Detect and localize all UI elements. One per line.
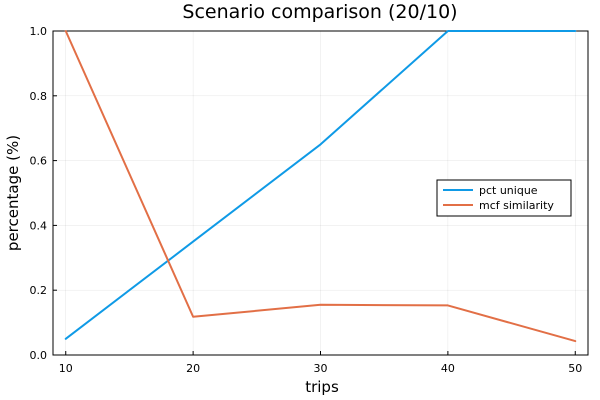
y-tick-label: 0.4 bbox=[30, 219, 48, 232]
x-tick-label: 40 bbox=[441, 362, 455, 375]
x-tick-label: 30 bbox=[314, 362, 328, 375]
x-axis-ticks: 10 20 30 40 50 bbox=[59, 351, 582, 375]
x-tick-label: 10 bbox=[59, 362, 73, 375]
legend-entry: pct unique bbox=[479, 184, 538, 197]
x-tick-label: 20 bbox=[186, 362, 200, 375]
y-tick-label: 0.8 bbox=[30, 90, 48, 103]
y-tick-label: 0.0 bbox=[30, 349, 48, 362]
y-tick-label: 0.6 bbox=[30, 155, 48, 168]
series bbox=[64, 30, 577, 343]
legend-box bbox=[436, 179, 572, 217]
series-line-pct-unique bbox=[64, 30, 577, 340]
chart-title: Scenario comparison (20/10) bbox=[182, 1, 457, 23]
x-axis-label: trips bbox=[305, 378, 339, 396]
y-axis-ticks: 0.0 0.2 0.4 0.6 0.8 1.0 bbox=[30, 25, 57, 362]
series-line-mcf-similarity bbox=[64, 30, 577, 343]
y-axis-label: percentage (%) bbox=[4, 135, 22, 251]
y-tick-label: 0.2 bbox=[30, 284, 48, 297]
legend-entry: mcf similarity bbox=[479, 199, 554, 212]
legend: pct unique mcf similarity bbox=[436, 179, 572, 217]
y-tick-label: 1.0 bbox=[30, 25, 48, 38]
x-tick-label: 50 bbox=[568, 362, 582, 375]
